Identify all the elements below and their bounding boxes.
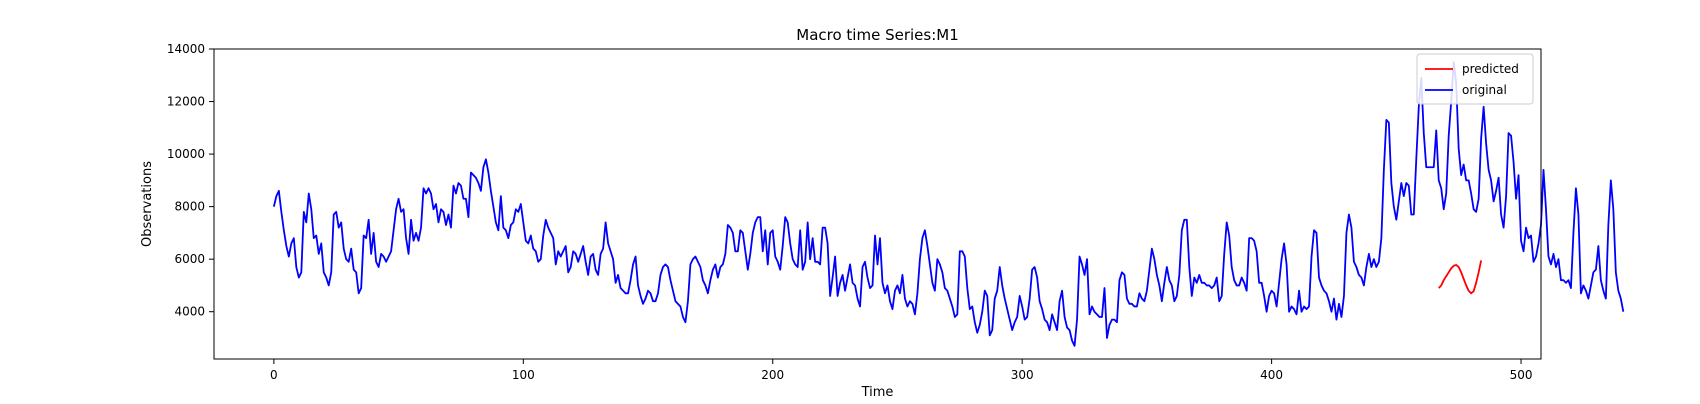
y-axis-label: Observations <box>140 161 155 247</box>
y-tick-label: 6000 <box>174 252 205 266</box>
legend-label-original: original <box>1462 83 1507 97</box>
chart-title: Macro time Series:M1 <box>796 26 959 44</box>
y-tick-label: 8000 <box>174 200 205 214</box>
plot-frame <box>213 48 1542 360</box>
x-tick-label: 200 <box>761 368 784 382</box>
y-tick-label: 4000 <box>174 305 205 319</box>
y-tick-label: 12000 <box>167 95 205 109</box>
x-axis-label: Time <box>861 385 894 400</box>
y-axis-ticks: 4000 6000 8000 10000 12000 14000 <box>167 42 214 319</box>
legend: predicted original <box>1416 53 1534 105</box>
x-tick-label: 0 <box>270 368 278 382</box>
legend-label-predicted: predicted <box>1462 62 1519 76</box>
y-tick-label: 10000 <box>167 147 205 161</box>
x-axis-ticks: 0 100 200 300 400 500 <box>270 359 1532 382</box>
x-tick-label: 100 <box>512 368 535 382</box>
series-layer <box>272 61 1625 347</box>
series-line-predicted <box>1438 260 1483 295</box>
x-tick-label: 500 <box>1510 368 1533 382</box>
x-tick-label: 300 <box>1011 368 1034 382</box>
series-line-original <box>272 61 1625 347</box>
y-tick-label: 14000 <box>167 42 205 56</box>
x-tick-label: 400 <box>1260 368 1283 382</box>
legend-box <box>1416 53 1534 105</box>
